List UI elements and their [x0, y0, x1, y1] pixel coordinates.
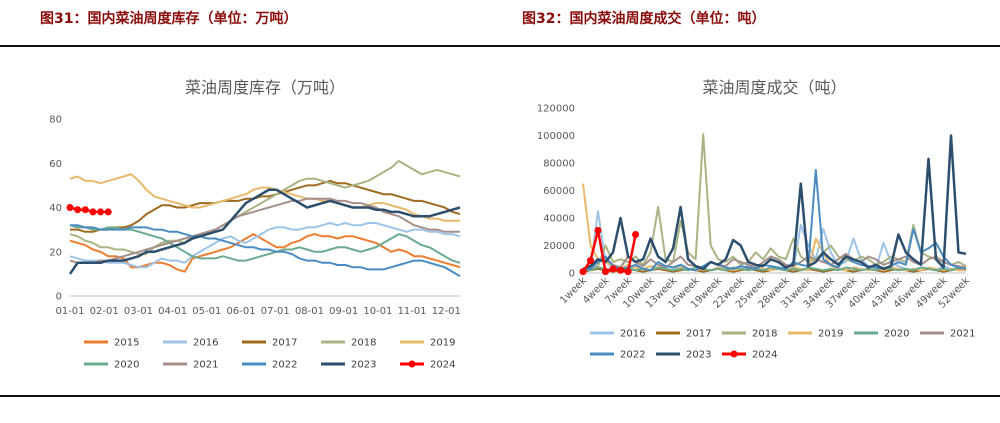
series-line-2017: [70, 179, 461, 233]
series-line-2021: [582, 252, 967, 270]
data-point-2024: [579, 268, 587, 276]
x-tick-label: 03-01: [124, 306, 153, 317]
legend-label-2019: 2019: [430, 338, 455, 349]
x-tick-label: 04-01: [158, 306, 187, 317]
y-tick-label: 0: [56, 292, 62, 303]
legend-label-2018: 2018: [752, 329, 777, 340]
series-line-2015: [69, 233, 461, 273]
legend-marker-2024: [730, 350, 738, 358]
data-point-2024: [632, 231, 640, 238]
x-tick-label: 09-01: [329, 306, 358, 317]
chart-title: 菜油周度库存（万吨）: [185, 78, 345, 97]
series-line-2021: [69, 197, 460, 264]
y-tick-label: 40000: [543, 214, 575, 225]
legend-label-2021: 2021: [193, 360, 218, 371]
series-line-2023: [68, 188, 461, 275]
data-point-2024: [66, 204, 74, 211]
right-figure-title: 图32：国内菜油周度成交（单位：吨）: [522, 11, 766, 27]
data-point-2024: [617, 266, 625, 274]
legend-label-2016: 2016: [620, 329, 645, 340]
legend-label-2019: 2019: [818, 329, 843, 340]
y-tick-label: 0: [569, 269, 575, 280]
data-point-2024: [594, 226, 602, 234]
y-tick-label: 60000: [543, 186, 575, 197]
legend-label-2023: 2023: [351, 360, 376, 371]
legend-label-2017: 2017: [686, 329, 711, 340]
series-line-2019: [69, 173, 460, 222]
series-line-2020: [69, 224, 461, 264]
y-tick-label: 20000: [543, 241, 575, 252]
x-tick-label: 10-01: [363, 306, 392, 317]
legend-label-2024: 2024: [430, 360, 455, 371]
series-line-2018: [582, 133, 967, 272]
transaction-chart: 菜油周度成交（吨） 0 20000 40000 60000 80000 100000 1200…: [537, 78, 976, 361]
top-rule: [0, 45, 1000, 47]
data-point-2024: [97, 208, 105, 216]
legend-label-2017: 2017: [272, 338, 297, 349]
data-point-2024: [602, 268, 610, 276]
chart-title: 菜油周度成交（吨）: [702, 78, 846, 97]
data-point-2024: [624, 268, 632, 276]
x-tick-label: 12-01: [432, 306, 461, 317]
series-line-2016: [69, 222, 461, 269]
x-tick-label: 05-01: [192, 306, 221, 317]
legend-marker-2024: [408, 360, 416, 368]
x-tick-label: 02-01: [90, 306, 119, 317]
series-line-2022: [582, 168, 967, 272]
legend-label-2020: 2020: [114, 360, 139, 371]
legend-label-2016: 2016: [193, 338, 218, 349]
legend-label-2024: 2024: [752, 350, 777, 361]
series-line-2023: [582, 134, 967, 271]
data-point-2024: [587, 257, 595, 265]
y-tick-label: 120000: [537, 104, 575, 115]
data-point-2024: [81, 206, 89, 214]
legend-label-2023: 2023: [686, 350, 711, 361]
legend-label-2018: 2018: [351, 338, 376, 349]
y-tick-label: 80: [49, 115, 62, 126]
data-point-2024: [74, 206, 82, 214]
legend-label-2020: 2020: [884, 329, 909, 340]
y-tick-label: 40: [49, 203, 62, 214]
y-tick-label: 60: [49, 159, 62, 170]
left-figure-title: 图31：国内菜油周度库存（单位：万吨）: [40, 11, 298, 27]
y-tick-label: 100000: [537, 131, 575, 142]
data-point-2024: [89, 208, 97, 216]
legend-label-2015: 2015: [114, 338, 139, 349]
x-tick-label: 01-01: [55, 306, 84, 317]
legend-label-2022: 2022: [620, 350, 645, 361]
bottom-rule: [0, 395, 1000, 397]
data-point-2024: [609, 265, 617, 273]
x-tick-label: 11-01: [398, 306, 427, 317]
data-point-2024: [104, 208, 112, 216]
x-tick-label: 06-01: [227, 306, 256, 317]
y-tick-label: 80000: [543, 159, 575, 170]
legend-label-2021: 2021: [950, 329, 975, 340]
x-tick-label: 07-01: [261, 306, 290, 317]
legend-label-2022: 2022: [272, 360, 297, 371]
inventory-chart: 菜油周度库存（万吨） 0 20 40 60 80 01-01 02-01 03-01 04-01 0…: [49, 78, 461, 371]
y-tick-label: 20: [49, 247, 62, 258]
x-tick-label: 08-01: [295, 306, 324, 317]
series-line-2022: [70, 224, 461, 277]
